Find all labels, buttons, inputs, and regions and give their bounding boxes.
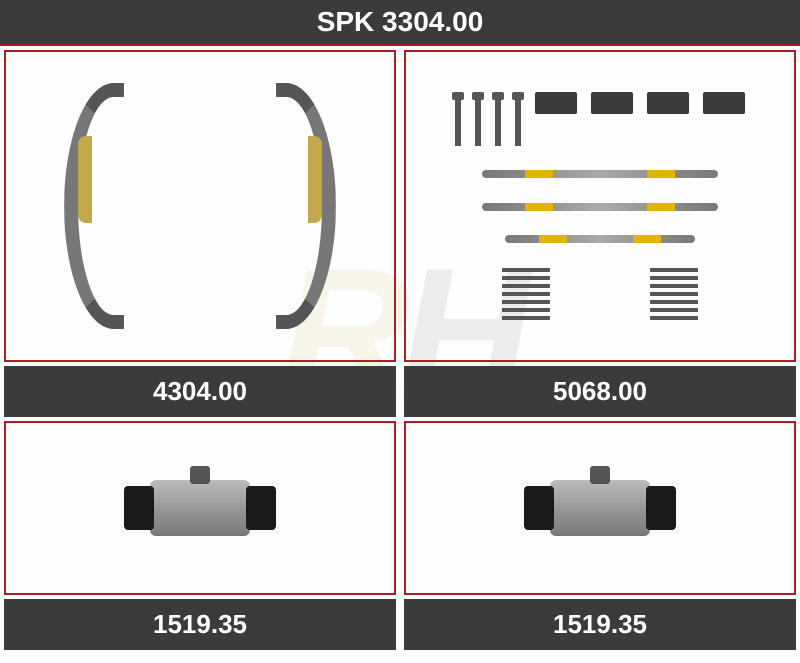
brake-shoe-illustration	[64, 83, 336, 329]
top-label-row: 4304.00 5068.00	[0, 366, 800, 417]
product-header: SPK 3304.00	[0, 0, 800, 46]
panel-brake-shoes	[4, 50, 396, 362]
product-grid: 4304.00 5068.00 1519.35 1519.35	[0, 46, 800, 650]
part-number-label: 4304.00	[4, 366, 396, 417]
part-number-label: 1519.35	[404, 599, 796, 650]
bottom-image-row	[0, 417, 800, 599]
part-number-label: 5068.00	[404, 366, 796, 417]
panel-wheel-cylinder-left	[4, 421, 396, 595]
fitting-kit-illustration	[441, 80, 759, 333]
panel-wheel-cylinder-right	[404, 421, 796, 595]
bottom-label-row: 1519.35 1519.35	[0, 599, 800, 650]
wheel-cylinder-illustration	[120, 469, 280, 547]
panel-fitting-kit	[404, 50, 796, 362]
part-number-label: 1519.35	[4, 599, 396, 650]
wheel-cylinder-illustration	[520, 469, 680, 547]
page-title: SPK 3304.00	[317, 6, 484, 38]
top-image-row	[0, 46, 800, 366]
